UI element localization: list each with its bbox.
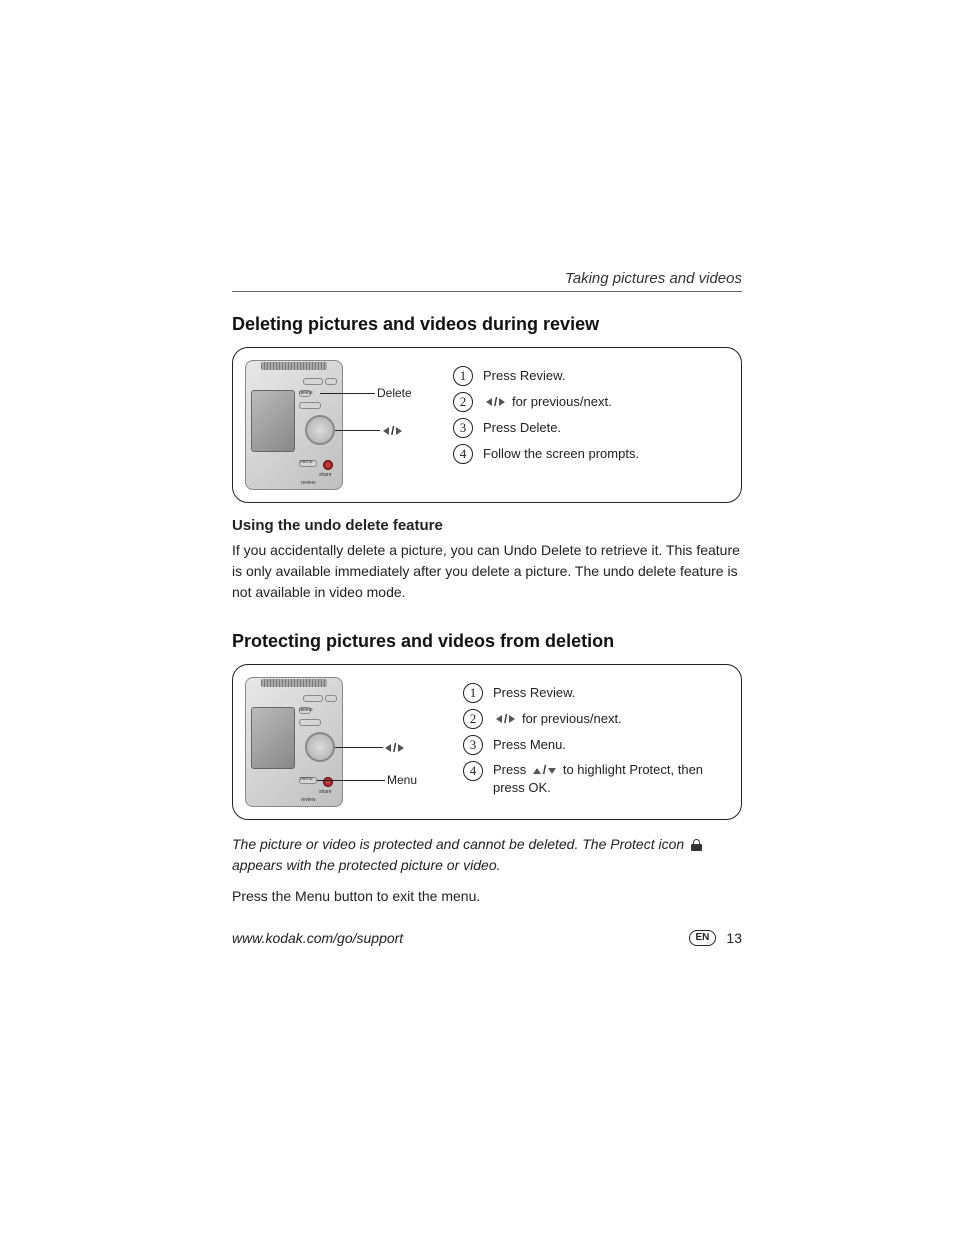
page-footer: www.kodak.com/go/support EN 13	[232, 930, 742, 946]
step-row: 2 / for previous/next.	[463, 709, 727, 729]
step-text: Press Review.	[483, 367, 727, 385]
step-text: Press / to highlight Protect, then press…	[493, 761, 727, 797]
figure-delete: delete menu share review Delete / 1 Pres…	[232, 347, 742, 503]
step-row: 1 Press Review.	[463, 683, 727, 703]
lock-icon	[691, 839, 702, 851]
step-number: 3	[453, 418, 473, 438]
camera-illustration: delete menu share review	[245, 677, 343, 807]
step-text: / for previous/next.	[493, 710, 727, 728]
camera-illustration: delete menu share review	[245, 360, 343, 490]
step-number: 3	[463, 735, 483, 755]
language-pill: EN	[689, 930, 717, 946]
step-row: 1 Press Review.	[453, 366, 727, 386]
callout-delete: Delete	[377, 386, 412, 400]
step-row: 3 Press Delete.	[453, 418, 727, 438]
step-number: 4	[463, 761, 483, 781]
step-number: 2	[453, 392, 473, 412]
nav-up-down-icon: /	[533, 762, 556, 779]
step-number: 1	[463, 683, 483, 703]
figure-protect: delete menu share review / Menu 1	[232, 664, 742, 820]
page-number: 13	[726, 930, 742, 946]
step-row: 3 Press Menu.	[463, 735, 727, 755]
chapter-title: Taking pictures and videos	[232, 270, 742, 292]
step-row: 4 Follow the screen prompts.	[453, 444, 727, 464]
step-row: 2 / for previous/next.	[453, 392, 727, 412]
section1-subheading: Using the undo delete feature	[232, 517, 742, 534]
step-number: 4	[453, 444, 473, 464]
step-text: Follow the screen prompts.	[483, 445, 727, 463]
section2-after-note: Press the Menu button to exit the menu.	[232, 886, 742, 907]
callout-nav-icon: /	[383, 423, 402, 438]
footer-url: www.kodak.com/go/support	[232, 930, 403, 946]
section1-body: If you accidentally delete a picture, yo…	[232, 540, 742, 603]
step-row: 4 Press / to highlight Protect, then pre…	[463, 761, 727, 797]
step-text: Press Delete.	[483, 419, 727, 437]
nav-left-right-icon: /	[496, 711, 515, 728]
nav-left-right-icon: /	[486, 394, 505, 411]
step-number: 1	[453, 366, 473, 386]
section1-heading: Deleting pictures and videos during revi…	[232, 314, 742, 335]
step-text: / for previous/next.	[483, 393, 727, 411]
step-text: Press Review.	[493, 684, 727, 702]
step-text: Press Menu.	[493, 736, 727, 754]
callout-nav-icon: /	[385, 740, 404, 755]
protect-note: The picture or video is protected and ca…	[232, 834, 742, 876]
step-number: 2	[463, 709, 483, 729]
callout-menu: Menu	[387, 773, 417, 787]
section2-heading: Protecting pictures and videos from dele…	[232, 631, 742, 652]
